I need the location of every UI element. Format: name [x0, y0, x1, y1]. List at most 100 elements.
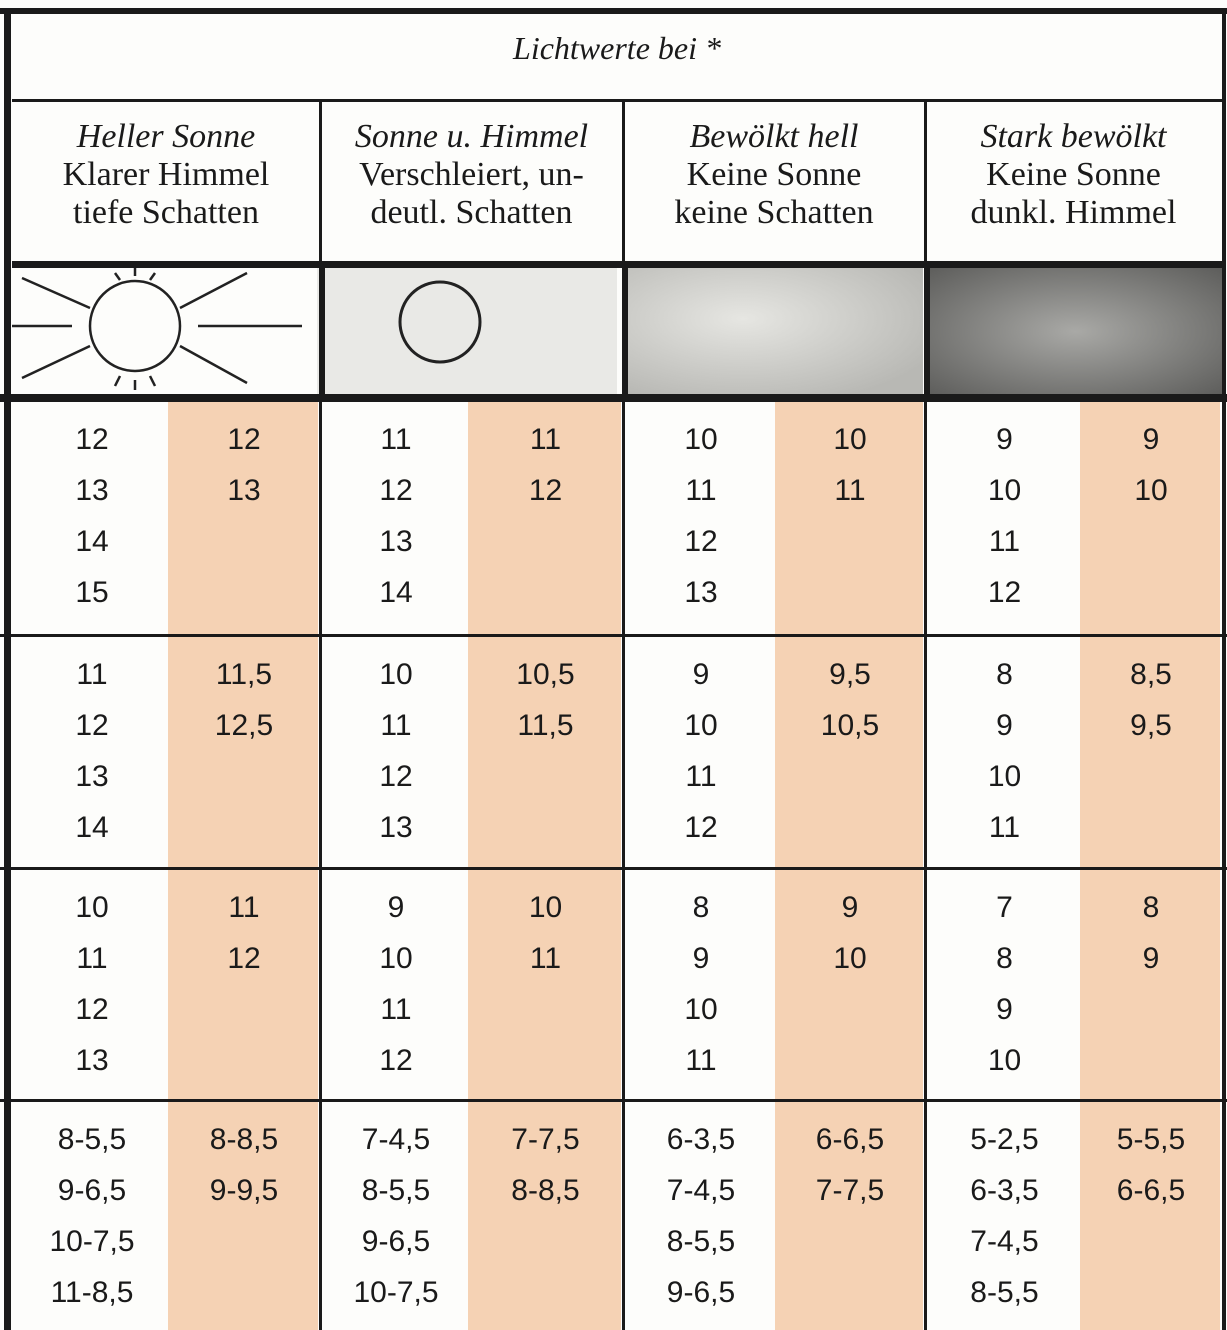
value-cell: 8,5 9,5: [1080, 649, 1222, 751]
rule: [924, 268, 930, 395]
value-cell: 8-8,5 9-9,5: [168, 1114, 320, 1216]
rule: [622, 100, 625, 262]
light-value: 9: [996, 993, 1013, 1026]
light-value: 13: [227, 474, 261, 507]
value-cell: 5-2,5 6-3,5 7-4,5 8-5,5: [929, 1114, 1080, 1318]
header-line: Klarer Himmel: [62, 156, 270, 193]
shaded-column: [468, 400, 621, 1330]
value-cell: 9 10: [775, 882, 925, 984]
light-value: 8-8,5: [511, 1174, 580, 1207]
light-value: 8: [996, 942, 1013, 975]
light-value: 8-5,5: [666, 1225, 736, 1258]
value-cell: 11,5 12,5: [168, 649, 320, 751]
light-value: 9: [1142, 423, 1160, 456]
header-line: dunkl. Himmel: [970, 194, 1177, 231]
light-value: 7-7,5: [815, 1174, 885, 1207]
value-cell: 7-7,5 8-8,5: [468, 1114, 623, 1216]
light-value: 10: [987, 474, 1022, 507]
rule: [1222, 8, 1226, 1330]
header-line: deutl. Schatten: [370, 194, 573, 231]
light-value: 10: [833, 423, 867, 456]
light-value: 6-6,5: [815, 1123, 885, 1156]
light-value: 6-3,5: [970, 1174, 1039, 1207]
light-value: 11,5: [517, 709, 574, 742]
light-value: 6-6,5: [1116, 1174, 1186, 1207]
light-value: 14: [379, 576, 413, 609]
value-cell: 11 12: [468, 414, 623, 516]
light-value: 10-7,5: [353, 1276, 439, 1309]
value-cell: 10 11: [468, 882, 623, 984]
light-value: 10,5: [820, 709, 880, 742]
column-header: Bewölkt hell Keine Sonne keine Schatten: [623, 118, 925, 232]
light-value: 13: [684, 576, 718, 609]
value-cell: 10 11 12 13: [627, 414, 775, 618]
shaded-column: [775, 400, 923, 1330]
column-header: Sonne u. Himmel Verschleiert, un-deutl. S…: [320, 118, 623, 232]
rule: [0, 8, 1227, 14]
light-value: 11-8,5: [50, 1276, 134, 1309]
value-cell: 6-6,5 7-7,5: [775, 1114, 925, 1216]
value-cell: 11 12: [168, 882, 320, 984]
light-value: 9-9,5: [209, 1174, 279, 1207]
light-value: 12: [379, 1044, 413, 1077]
light-value: 9-6,5: [666, 1276, 736, 1309]
light-value: 12: [379, 474, 413, 507]
light-value: 12: [227, 423, 261, 456]
column-header: Heller Sonne Klarer Himmel tiefe Schatten: [12, 118, 320, 232]
light-value: 10: [987, 760, 1022, 793]
light-value: 7-4,5: [970, 1225, 1039, 1258]
light-value: 9: [841, 891, 859, 924]
light-value: 11,5: [215, 658, 273, 691]
light-value: 8,5: [1130, 658, 1172, 691]
value-cell: 8 9 10 11: [929, 649, 1080, 853]
light-value: 10: [1134, 474, 1168, 507]
light-value: 13: [75, 1044, 109, 1077]
light-value: 6-3,5: [666, 1123, 736, 1156]
light-value: 11: [76, 942, 108, 975]
light-value: 13: [75, 760, 109, 793]
value-cell: 9 10 11 12: [627, 649, 775, 853]
header-line: Keine Sonne: [986, 156, 1161, 193]
light-value: 9,5: [829, 658, 871, 691]
light-value: 12: [75, 423, 109, 456]
light-value: 11: [685, 1044, 717, 1077]
light-value: 11: [988, 811, 1021, 844]
light-value: 9-6,5: [361, 1225, 431, 1258]
light-value: 10: [987, 1044, 1022, 1077]
value-cell: 9,5 10,5: [775, 649, 925, 751]
light-value: 11: [228, 891, 260, 924]
light-value: 10-7,5: [49, 1225, 135, 1258]
light-value: 7-4,5: [666, 1174, 736, 1207]
light-value: 8-5,5: [57, 1123, 127, 1156]
value-cell: 10 11 12 13: [324, 649, 468, 853]
light-value: 8: [1142, 891, 1160, 924]
light-value: 9: [692, 942, 710, 975]
light-value: 12: [528, 474, 563, 507]
rule: [12, 99, 1222, 102]
light-value: 11: [380, 709, 412, 742]
light-value: 9: [996, 709, 1013, 742]
light-value: 11: [529, 942, 562, 975]
rule: [0, 867, 1227, 870]
value-cell: 7 8 9 10: [929, 882, 1080, 1086]
value-cell: 11 12 13 14: [16, 649, 168, 853]
shaded-column: [1080, 400, 1220, 1330]
light-value: 12: [379, 760, 413, 793]
rule: [319, 268, 325, 395]
light-value: 12: [75, 709, 109, 742]
shaded-column: [168, 400, 318, 1330]
value-cell: 8 9 10 11: [627, 882, 775, 1086]
rule: [622, 268, 628, 395]
value-cell: 9 10: [1080, 414, 1222, 516]
light-value: 10: [379, 658, 413, 691]
light-value: 12: [227, 942, 261, 975]
light-value: 8-8,5: [209, 1123, 279, 1156]
value-cell: 8-5,5 9-6,5 10-7,5 11-8,5: [16, 1114, 168, 1318]
rule: [319, 400, 322, 1330]
header-title: Heller Sonne: [76, 118, 256, 155]
light-value: 12,5: [214, 709, 274, 742]
header-line: tiefe Schatten: [73, 194, 259, 231]
sky-icons: [12, 268, 1222, 395]
